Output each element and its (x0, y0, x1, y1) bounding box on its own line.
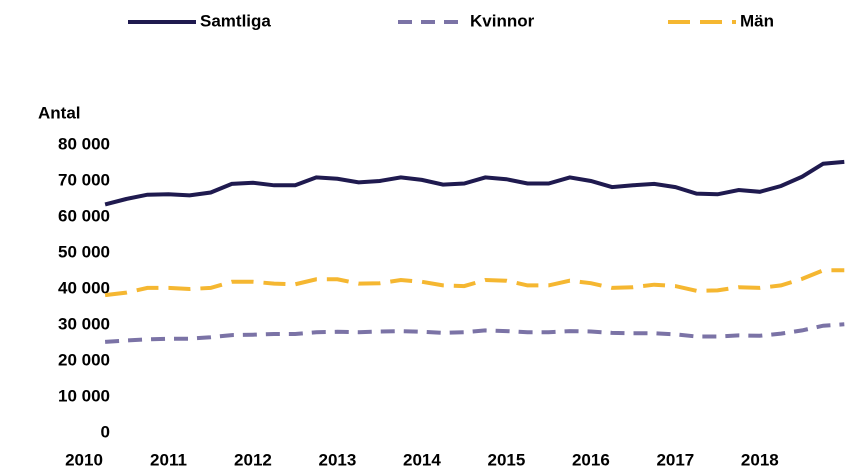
y-tick-label: 40 000 (58, 278, 110, 297)
y-tick-label: 60 000 (58, 206, 110, 225)
x-tick-label: 2014 (403, 450, 441, 469)
x-tick-label: 2016 (572, 450, 610, 469)
x-tick-label: 2011 (150, 450, 187, 469)
x-tick-label: 2015 (487, 450, 525, 469)
series-line (104, 322, 845, 344)
legend-label: Kvinnor (470, 11, 535, 30)
y-tick-label: 80 000 (58, 134, 110, 153)
x-tick-label: 2017 (656, 450, 694, 469)
y-tick-label: 30 000 (58, 314, 110, 333)
y-tick-label: 20 000 (58, 350, 110, 369)
x-tick-label: 2018 (741, 450, 779, 469)
series-line (104, 159, 845, 207)
y-tick-label: 10 000 (58, 386, 110, 405)
y-tick-label: 70 000 (58, 170, 110, 189)
legend-label: Samtliga (200, 11, 271, 30)
y-axis-label: Antal (38, 103, 81, 122)
y-tick-label: 50 000 (58, 242, 110, 261)
x-tick-label: 2013 (319, 450, 357, 469)
y-tick-label: 0 (101, 422, 110, 441)
series-line (104, 268, 845, 298)
legend-label: Män (740, 11, 774, 30)
x-tick-label: 2010 (65, 450, 103, 469)
x-tick-label: 2012 (234, 450, 272, 469)
